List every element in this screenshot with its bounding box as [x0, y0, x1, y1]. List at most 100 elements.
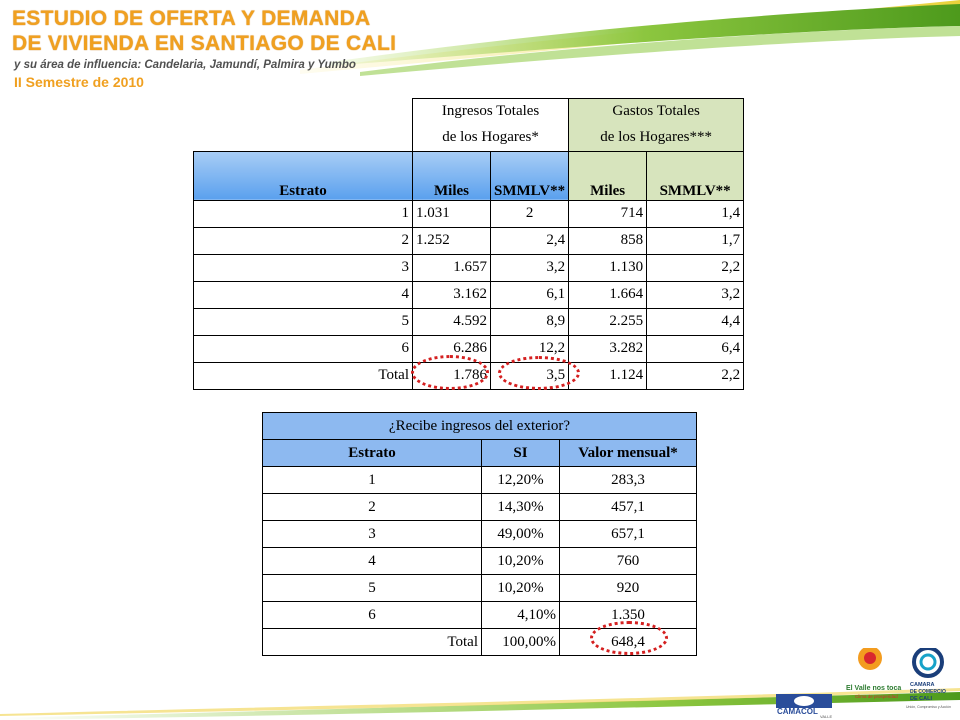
cell-estrato: 6: [262, 601, 482, 629]
empty-corner: [194, 99, 413, 125]
expense-group-header-line2: de los Hogares***: [568, 124, 745, 152]
table-row: 6 4,10% 1.350: [262, 601, 697, 629]
highlight-oval-income-total-miles: [411, 355, 489, 390]
cell-estrato: 2: [193, 226, 413, 255]
camacol-logo-text: CAMACOL: [777, 707, 818, 716]
col-header-estrato: Estrato: [193, 150, 413, 201]
cell-expense-smmlv: 1,7: [646, 226, 745, 255]
col-header-smmlv-income: SMMLV**: [489, 150, 570, 201]
cell-estrato: 4: [193, 280, 413, 309]
cell-income-smmlv: 6,1: [489, 280, 570, 309]
cell-si: 12,20%: [481, 466, 560, 494]
cell-expense-smmlv: 1,4: [646, 199, 745, 228]
table-row: 4 3.162 6,1 1.664 3,2: [193, 280, 745, 309]
camacol-logo-sub: VALLE: [820, 714, 832, 719]
cell-expense-miles: 2.255: [568, 307, 648, 336]
cell-si: 10,20%: [481, 574, 560, 602]
header-swoosh-art: [300, 0, 960, 76]
cell-income-miles: 1.657: [412, 253, 491, 282]
title-subtitle: y su área de influencia: Candelaria, Jam…: [14, 59, 356, 71]
table-row: 4 10,20% 760: [262, 547, 697, 575]
table-row: 3 1.657 3,2 1.130 2,2: [193, 253, 745, 282]
income-group-header-line2: de los Hogares*: [411, 124, 570, 152]
table-row: 2 1.252 2,4 858 1,7: [193, 226, 745, 255]
col-header-miles-income: Miles: [412, 150, 491, 201]
cell-income-miles: 3.162: [412, 280, 491, 309]
camara-logo-sub: Unión, Compromiso y Acción: [906, 705, 951, 709]
cell-estrato: 1: [193, 199, 413, 228]
cell-expense-smmlv: 3,2: [646, 280, 745, 309]
cell-income-smmlv: 3,2: [489, 253, 570, 282]
cell-estrato: 3: [193, 253, 413, 282]
cell-valor: 760: [559, 547, 697, 575]
table-row: 1 12,20% 283,3: [262, 466, 697, 494]
cell-si: 49,00%: [481, 520, 560, 548]
income-expense-table: Ingresos Totales Gastos Totales de los H…: [193, 98, 745, 390]
highlight-oval-foreign-total: [590, 621, 668, 655]
cell-expense-smmlv: 4,4: [646, 307, 745, 336]
cell-valor: 920: [559, 574, 697, 602]
cell-expense-smmlv: 2,2: [646, 253, 745, 282]
title-semester: II Semestre de 2010: [14, 73, 144, 90]
col-header-smmlv-expense: SMMLV**: [646, 150, 745, 201]
expense-group-header-line1: Gastos Totales: [568, 98, 745, 125]
cell-income-miles: 6.286: [412, 334, 491, 363]
table-row: 1 1.031 2 714 1,4: [193, 199, 745, 228]
col-header-valor-mensual: Valor mensual*: [559, 439, 697, 467]
col-header-si: SI: [481, 439, 560, 467]
cell-expense-miles: 1.124: [568, 361, 648, 390]
cell-income-smmlv: 2: [489, 199, 570, 228]
cell-si: 10,20%: [481, 547, 560, 575]
cell-estrato: 2: [262, 493, 482, 521]
cell-estrato: 5: [262, 574, 482, 602]
camara-comercio-logo: CAMARA DE COMERCIO DE CALI Unión, Compro…: [906, 648, 951, 709]
table-row: 5 4.592 8,9 2.255 4,4: [193, 307, 745, 336]
cell-expense-miles: 714: [568, 199, 648, 228]
cell-expense-miles: 858: [568, 226, 648, 255]
income-group-header-line1: Ingresos Totales: [411, 98, 570, 125]
cell-income-miles: 1.031: [412, 199, 491, 228]
table-row: 3 49,00% 657,1: [262, 520, 697, 548]
cell-expense-smmlv: 6,4: [646, 334, 745, 363]
empty-corner-2: [194, 125, 413, 152]
highlight-oval-income-total-smmlv: [498, 356, 580, 390]
el-valle-logo-text: El Valle nos toca: [846, 685, 901, 692]
cell-income-smmlv: 2,4: [489, 226, 570, 255]
cell-estrato: 1: [262, 466, 482, 494]
cell-expense-miles: 3.282: [568, 334, 648, 363]
camacol-logo: CAMACOL VALLE: [776, 694, 832, 719]
cell-expense-smmlv: 2,2: [646, 361, 745, 390]
el-valle-logo: El Valle nos toca Clima de prosperidad: [846, 648, 901, 699]
cell-valor: 457,1: [559, 493, 697, 521]
col-header-miles-expense: Miles: [568, 150, 648, 201]
cell-si: 14,30%: [481, 493, 560, 521]
cell-expense-miles: 1.130: [568, 253, 648, 282]
cell-si: 100,00%: [481, 628, 560, 656]
cell-income-miles: 1.252: [412, 226, 491, 255]
camara-logo-line2: DE COMERCIO: [910, 689, 946, 695]
cell-estrato: 6: [193, 334, 413, 363]
foreign-income-table: ¿Recibe ingresos del exterior? Estrato S…: [262, 412, 697, 656]
table-row: 2 14,30% 457,1: [262, 493, 697, 521]
cell-estrato: Total: [262, 628, 482, 656]
camara-logo-line3: DE CALI: [910, 696, 932, 702]
cell-estrato: 3: [262, 520, 482, 548]
foreign-income-title: ¿Recibe ingresos del exterior?: [262, 412, 697, 440]
cell-income-smmlv: 8,9: [489, 307, 570, 336]
cell-valor: 657,1: [559, 520, 697, 548]
col-header-estrato: Estrato: [262, 439, 482, 467]
cell-estrato: Total: [193, 361, 413, 390]
title-line-2: DE VIVIENDA EN SANTIAGO DE CALI: [12, 32, 397, 55]
cell-estrato: 5: [193, 307, 413, 336]
page-title-block: ESTUDIO DE OFERTA Y DEMANDA DE VIVIENDA …: [12, 8, 396, 89]
cell-estrato: 4: [262, 547, 482, 575]
cell-income-miles: 4.592: [412, 307, 491, 336]
cell-expense-miles: 1.664: [568, 280, 648, 309]
camara-logo-line1: CAMARA: [910, 682, 934, 688]
footer-logos: CAMACOL VALLE El Valle nos toca Clima de…: [0, 648, 960, 720]
el-valle-logo-sub: Clima de prosperidad: [855, 694, 898, 699]
title-line-1: ESTUDIO DE OFERTA Y DEMANDA: [12, 7, 371, 30]
table-row: 5 10,20% 920: [262, 574, 697, 602]
cell-valor: 283,3: [559, 466, 697, 494]
cell-si: 4,10%: [481, 601, 560, 629]
